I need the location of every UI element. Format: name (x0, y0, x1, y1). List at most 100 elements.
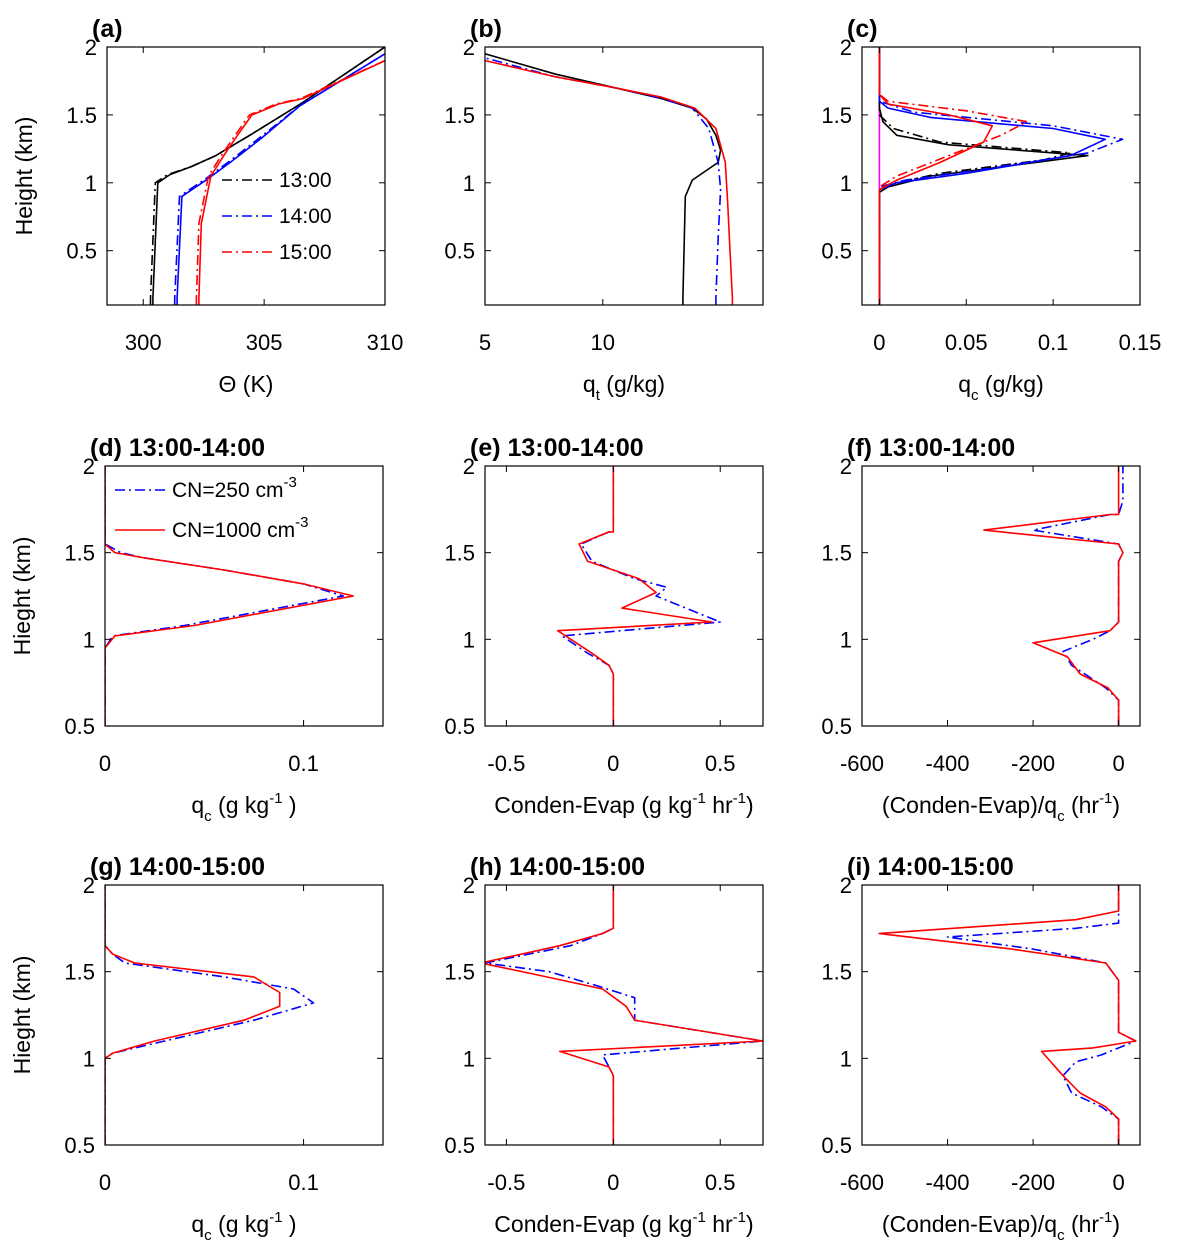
legend: CN=250 cm-3​ CN=1000 cm-3​ (115, 474, 308, 542)
series-line-g-1 (105, 885, 281, 1145)
y-tick-label: 1 (463, 171, 475, 196)
y-axis-label: Hieght (km) (9, 537, 35, 656)
panel-f: -600 -400 -200 0 0.5 1 1.5 2(f) 13:00-14:00 (Con… (821, 434, 1141, 825)
panel-e: -0.5 0 0.5 0.5 1 1.5 2(e) 13:00-14:00 Conden-Ev… (444, 434, 764, 818)
x-axis-label: qc​ (g kg-1​ ) (191, 790, 296, 825)
y-tick-label: 1.5 (444, 541, 475, 566)
y-axis-label: Height (km) (11, 117, 37, 236)
y-tick-label: 1.5 (821, 103, 852, 128)
x-tick-label: 10 (591, 330, 615, 355)
series-group (105, 885, 315, 1145)
series-line-b-2 (485, 59, 734, 305)
series-line-d-1 (105, 466, 355, 726)
y-tick-label: 2 (463, 454, 475, 479)
series-group (149, 47, 385, 305)
series-line-i-1 (878, 885, 1137, 1145)
series-line-c-1 (878, 47, 1089, 305)
series-line-h-1 (485, 885, 763, 1145)
x-axis-label: qc​ (g kg-1​ ) (191, 1209, 296, 1244)
y-tick-label: 1.5 (444, 103, 475, 128)
x-tick-label: -600 (840, 1170, 884, 1195)
y-tick-label: 2 (463, 873, 475, 898)
panel-h: -0.5 0 0.5 0.5 1 1.5 2(h) 14:00-15:00 Conden-Ev… (444, 853, 764, 1237)
y-tick-label: 2 (83, 873, 95, 898)
panel-title: (c) (847, 15, 878, 43)
series-line-a-5 (198, 59, 385, 305)
y-tick-label: 1 (83, 1046, 95, 1071)
y-tick-label: 0.5 (444, 714, 475, 739)
axes-frame (861, 46, 1141, 306)
panel-b: 5 10 0.5 1 1.5 2(b) qt​ (g/kg) (444, 15, 764, 404)
series-line-f-1 (983, 466, 1124, 726)
y-tick-label: 2 (83, 454, 95, 479)
y-axis-label: Hieght (km) (9, 956, 35, 1075)
x-tick-label: 305 (246, 330, 283, 355)
y-tick-label: 0.5 (444, 1133, 475, 1158)
y-tick-label: 1.5 (821, 541, 852, 566)
x-tick-label: 0 (873, 330, 885, 355)
y-tick-label: 2 (463, 35, 475, 60)
legend-label: 14:00 (279, 205, 332, 228)
series-line-a-0 (149, 47, 385, 305)
x-axis-label: qt​ (g/kg) (583, 371, 665, 404)
y-tick-label: 0.5 (64, 714, 95, 739)
y-tick-label: 1 (85, 171, 97, 196)
axes-frame (106, 46, 386, 306)
y-tick-label: 1.5 (444, 960, 475, 985)
x-tick-label: 0.15 (1119, 330, 1162, 355)
y-tick-label: 2 (85, 35, 97, 60)
y-tick-label: 0.5 (821, 239, 852, 264)
axes-frame (861, 884, 1141, 1146)
panel-a: 300 305 310 0.5 1 1.5 2(a) Θ (K) Height (km) 13:0… (11, 15, 403, 397)
series-group (878, 885, 1137, 1145)
axes-frame (861, 465, 1141, 727)
axes-frame (484, 46, 764, 306)
axes-frame (104, 884, 384, 1146)
panel-i: -600 -400 -200 0 0.5 1 1.5 2(i) 14:00-15:00 (Con… (821, 853, 1141, 1244)
y-tick-label: 2 (840, 35, 852, 60)
x-tick-label: -200 (1011, 751, 1055, 776)
series-group (878, 47, 1124, 305)
legend-label: 15:00 (279, 241, 332, 264)
panel-title: (e) 13:00-14:00 (470, 434, 644, 462)
x-tick-label: 0 (607, 751, 619, 776)
series-line-f-0 (1032, 466, 1124, 726)
axes-frame (104, 465, 384, 727)
series-line-a-1 (152, 47, 385, 305)
series-line-i-0 (946, 885, 1137, 1145)
y-tick-label: 0.5 (64, 1133, 95, 1158)
legend: 13:00 14:00 15:00 (222, 169, 332, 264)
panel-title: (i) 14:00-15:00 (847, 853, 1014, 881)
panel-g: 0 0.1 0.5 1 1.5 2(g) 14:00-15:00 qc​ (g kg-1​ … (9, 853, 384, 1244)
panel-title: (g) 14:00-15:00 (90, 853, 265, 881)
legend-label: CN=1000 cm-3​ (172, 514, 308, 542)
panel-title: (f) 13:00-14:00 (847, 434, 1015, 462)
series-line-e-0 (561, 466, 722, 726)
x-tick-label: 0.05 (945, 330, 988, 355)
y-tick-label: 0.5 (821, 714, 852, 739)
x-axis-label: (Conden-Evap)/qc​ (hr-1​) (882, 790, 1120, 825)
series-line-e-1 (556, 466, 713, 726)
y-tick-label: 1 (463, 627, 475, 652)
x-tick-label: 0.1 (288, 751, 319, 776)
x-axis-label: Conden-Evap (g kg-1​ hr-1​) (494, 1209, 753, 1237)
x-axis-label: qc​ (g/kg) (958, 371, 1043, 404)
x-tick-label: 0.5 (705, 1170, 736, 1195)
series-line-b-1 (485, 57, 722, 305)
series-line-c-3 (878, 47, 1107, 305)
series-group (485, 885, 763, 1145)
y-tick-label: 0.5 (821, 1133, 852, 1158)
x-tick-label: 5 (479, 330, 491, 355)
series-line-g-0 (105, 885, 315, 1145)
x-tick-label: 300 (125, 330, 162, 355)
x-tick-label: 0 (1112, 1170, 1124, 1195)
y-tick-label: 1.5 (821, 960, 852, 985)
panel-c: 0 0.05 0.1 0.15 0.5 1 1.5 2(c) qc​ (g/kg) (821, 15, 1161, 404)
y-tick-label: 2 (840, 454, 852, 479)
x-tick-label: -0.5 (487, 1170, 525, 1195)
y-tick-label: 1.5 (64, 960, 95, 985)
series-line-h-0 (485, 885, 763, 1145)
series-line-a-3 (176, 53, 385, 305)
series-line-a-2 (173, 53, 385, 305)
legend-label: CN=250 cm-3​ (172, 474, 297, 502)
